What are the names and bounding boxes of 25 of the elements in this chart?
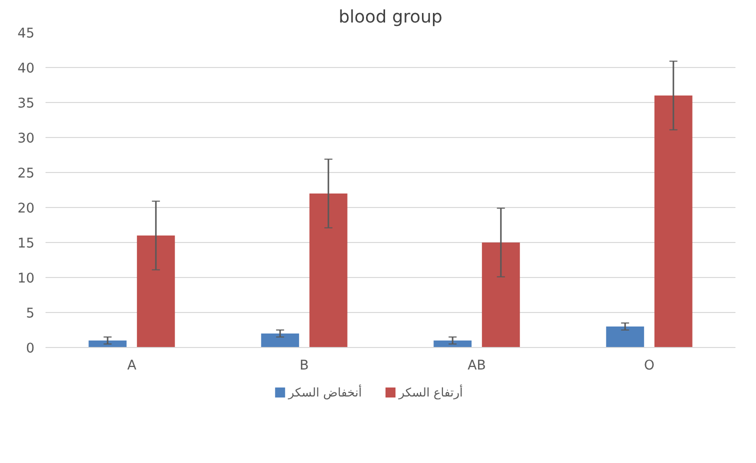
- y-tick-label: 25: [18, 166, 35, 182]
- x-tick-label: AB: [468, 358, 486, 374]
- bar: [88, 340, 127, 348]
- y-tick-label: 20: [18, 202, 35, 216]
- x-tick-label: O: [644, 358, 655, 374]
- bar: [654, 96, 692, 348]
- bar: [434, 340, 472, 348]
- y-tick-label: 0: [26, 342, 35, 356]
- legend-label: أرتفاع السكر: [398, 384, 463, 400]
- y-tick-label: 30: [18, 132, 35, 146]
- bar: [482, 242, 520, 348]
- bar: [136, 236, 175, 348]
- bar: [606, 326, 644, 348]
- y-tick-label: 35: [18, 96, 35, 112]
- x-tick-label: A: [127, 358, 136, 374]
- chart-title: blood group: [338, 8, 442, 28]
- bar: [309, 194, 348, 348]
- bar: [261, 334, 300, 348]
- y-tick-label: 40: [18, 62, 35, 76]
- y-tick-label: 45: [18, 26, 35, 42]
- y-tick-label: 15: [18, 236, 35, 252]
- legend-label: أنخفاض السكر: [287, 384, 362, 400]
- y-tick-label: 10: [18, 272, 35, 286]
- x-tick-label: B: [300, 358, 309, 374]
- y-tick-label: 5: [26, 306, 35, 322]
